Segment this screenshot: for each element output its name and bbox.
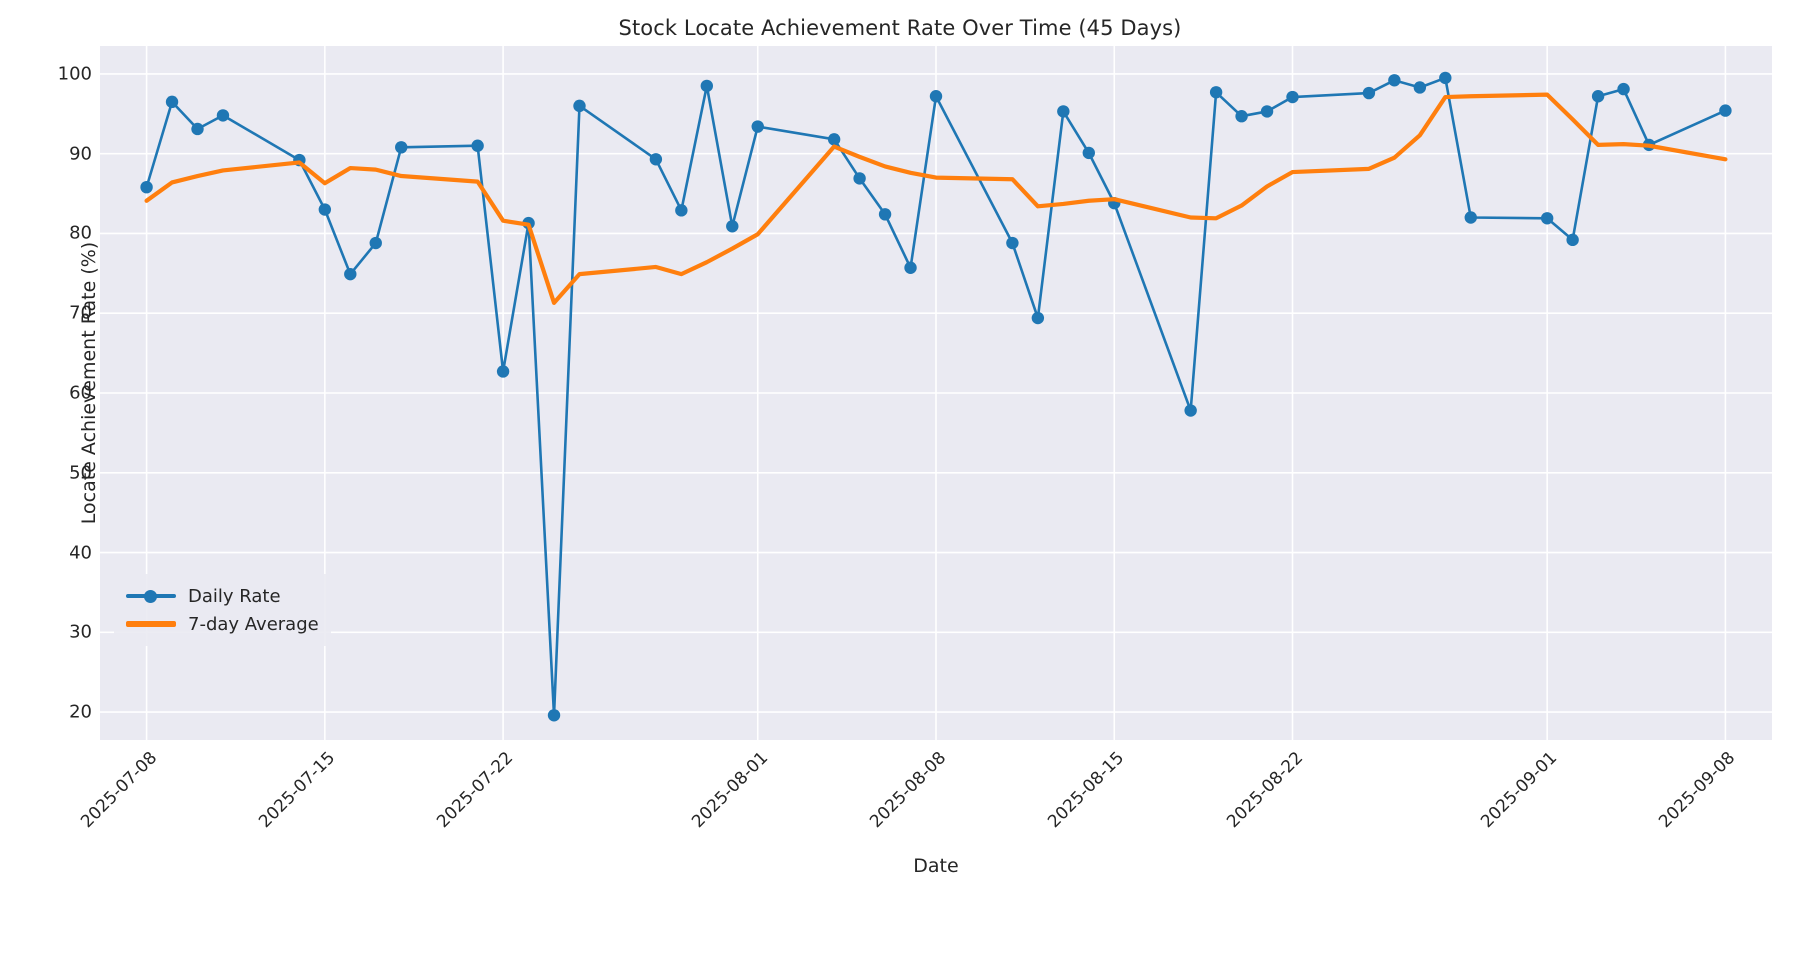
y-tick-label: 90	[69, 143, 92, 165]
data-point-marker	[1388, 74, 1401, 87]
data-point-marker	[1362, 86, 1376, 100]
y-tick-label: 80	[69, 222, 92, 244]
data-point-marker	[904, 261, 917, 274]
plot-area: Daily Rate 7-day Average	[100, 46, 1772, 740]
data-point-marker	[1439, 71, 1452, 85]
y-tick-label: 100	[57, 63, 92, 85]
legend-swatch-line-marker-icon	[124, 582, 178, 610]
data-point-marker	[1082, 146, 1095, 160]
data-point-marker	[140, 180, 153, 194]
data-point-marker	[1006, 236, 1019, 250]
data-point-marker	[1617, 82, 1630, 96]
y-tick-label: 20	[69, 701, 92, 723]
legend-item-daily-rate[interactable]: Daily Rate	[124, 582, 319, 610]
data-point-marker	[1566, 233, 1579, 247]
data-point-marker	[471, 139, 484, 152]
y-tick-label: 50	[69, 462, 92, 484]
legend-item-7-day-average[interactable]: 7-day Average	[124, 610, 319, 638]
x-axis-ticks: 2025-07-08 2025-07-15 2025-07-22 2025-08-01…	[0, 744, 1800, 864]
data-point-marker	[369, 236, 382, 250]
data-point-marker	[649, 153, 663, 166]
data-point-marker	[318, 203, 332, 216]
data-point-marker	[216, 109, 230, 122]
legend-label-7-day-average: 7-day Average	[188, 613, 319, 635]
series-line-7-day-average	[144, 92, 1728, 305]
legend-label-daily-rate: Daily Rate	[188, 585, 281, 607]
data-point-marker	[1031, 311, 1045, 325]
data-point-marker	[573, 99, 586, 113]
y-axis-ticks: 100 90 80 70 60 50 40 30 20	[0, 46, 92, 740]
data-point-marker	[1719, 104, 1732, 117]
data-point-marker	[191, 122, 204, 136]
data-point-marker	[1540, 212, 1554, 225]
data-point-marker	[827, 133, 841, 146]
data-point-marker	[395, 141, 408, 154]
data-point-marker	[1464, 211, 1477, 224]
chart-legend[interactable]: Daily Rate 7-day Average	[114, 574, 331, 646]
data-point-marker	[1591, 90, 1605, 103]
data-point-marker	[726, 220, 739, 233]
data-point-marker	[675, 204, 688, 217]
data-point-marker	[853, 172, 866, 185]
data-point-marker	[1260, 105, 1274, 118]
data-point-marker	[547, 709, 561, 722]
data-point-marker	[165, 95, 179, 109]
y-axis-label: Locate Achievement Rate (%)	[78, 241, 100, 525]
data-point-marker	[344, 267, 357, 281]
data-point-marker	[878, 208, 892, 221]
chart-title: Stock Locate Achievement Rate Over Time …	[618, 16, 1182, 40]
gridlines	[100, 46, 1772, 740]
y-tick-label: 60	[69, 382, 92, 404]
data-point-marker	[496, 365, 510, 378]
y-tick-label: 40	[69, 542, 92, 564]
y-tick-label: 70	[69, 302, 92, 324]
data-point-marker	[1209, 86, 1223, 99]
data-point-marker	[1235, 110, 1248, 123]
data-point-marker	[700, 79, 714, 93]
data-point-marker	[1413, 81, 1427, 94]
data-point-marker	[1057, 105, 1070, 118]
data-point-marker	[1286, 90, 1299, 104]
plot-canvas	[100, 46, 1772, 740]
data-point-marker	[751, 120, 764, 133]
data-series-layer	[140, 71, 1732, 722]
x-axis-label: Date	[913, 855, 959, 877]
data-point-marker	[1184, 404, 1197, 417]
legend-swatch-line-icon	[124, 610, 178, 638]
data-point-marker	[929, 90, 943, 103]
y-tick-label: 30	[69, 621, 92, 643]
chart-figure: Stock Locate Achievement Rate Over Time …	[0, 16, 1800, 877]
